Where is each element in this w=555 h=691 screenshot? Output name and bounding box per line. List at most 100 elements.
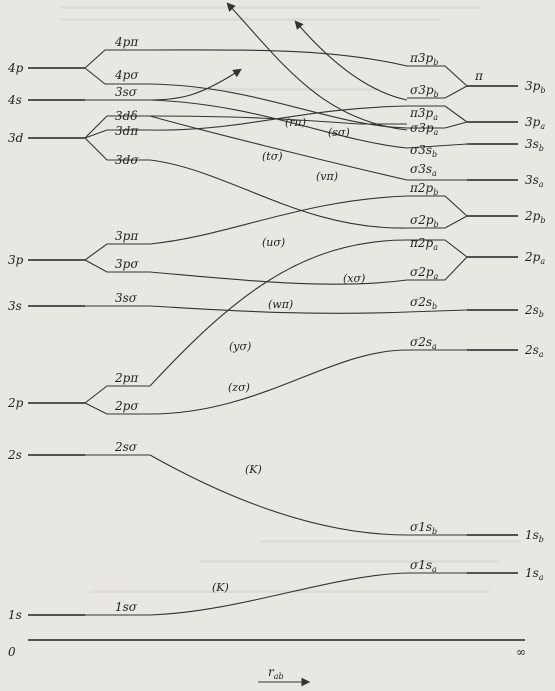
sa-label-1sa: 1sa <box>525 566 544 582</box>
curve-join-3pa-a <box>407 105 468 123</box>
orb-pi3pb: π3pb <box>409 51 438 67</box>
bleed-through-text <box>60 6 520 593</box>
crossing-annotations: (rπ) (sσ) (tσ) (vπ) (uσ) (xσ) (wπ) (yσ) … <box>212 116 365 594</box>
curve-4ppi <box>149 49 408 67</box>
curve-arrow-right <box>294 20 408 101</box>
curve-t <box>149 115 467 181</box>
ua-label-1s: 1s <box>8 608 22 622</box>
curve-3d-pi-stub <box>84 129 150 139</box>
orb-4psig: 4pσ <box>114 68 139 82</box>
sa-orbital-labels: π3pb σ3pb π3pa σ3pa σ3sb σ3sa π2pb σ2pb … <box>409 51 484 574</box>
orb-1ssig: 1sσ <box>115 600 138 614</box>
correlation-curves <box>84 2 468 616</box>
curve-join-2pb-a <box>407 195 468 217</box>
sa-label-2sa: 2sa <box>524 343 544 359</box>
ua-label-4p: 4p <box>7 61 24 75</box>
curve-3d-sigma-stub <box>84 137 150 161</box>
ua-orbital-labels: 4pπ 4pσ 3sσ 3dδ 3dπ 3dσ 3pπ 3pσ 3sσ 2pπ … <box>114 35 139 614</box>
orb-4ppi: 4pπ <box>114 35 139 49</box>
curve-2ppi <box>149 239 408 387</box>
curve-2psig <box>149 349 467 415</box>
curve-arrow-left <box>226 2 408 131</box>
sa-label-3sb: 3sb <box>525 137 544 153</box>
curve-join-2pa-a <box>407 239 468 258</box>
orb-3dpi: 3dπ <box>115 124 139 138</box>
sa-label-3pa: 3pa <box>525 115 545 131</box>
sa-label-1sb: 1sb <box>525 528 544 544</box>
curve-3ssig-top <box>85 68 242 101</box>
curve-3ppi-stub <box>84 243 150 261</box>
sa-label-2sb: 2sb <box>524 303 544 319</box>
sa-label-3sa: 3sa <box>525 173 544 189</box>
ann-ysig: (yσ) <box>229 340 251 353</box>
ua-level-labels: 4p 4s 3d 3p 3s 2p 2s 1s <box>7 61 24 622</box>
orb-pi2pa: π2pa <box>409 236 438 252</box>
orb-sig2pa: σ2pa <box>410 265 439 281</box>
orb-sig2sb: σ2sb <box>410 295 437 311</box>
ann-tsig: (tσ) <box>262 150 283 163</box>
curve-1ssig <box>85 572 467 616</box>
ann-zsig: (zσ) <box>228 381 250 394</box>
curve-join-2pa-b <box>407 256 468 281</box>
axis-label-zero: 0 <box>8 645 16 659</box>
ua-label-3d: 3d <box>8 131 24 145</box>
orb-sig3pa: σ3pa <box>410 121 439 137</box>
r-ab-label: rab <box>268 665 284 681</box>
orb-2ppi: 2pπ <box>114 371 139 385</box>
curve-join-3pb-a <box>407 65 468 87</box>
orb-sig3pb: σ3pb <box>410 83 439 99</box>
curve-4ppi-stub <box>84 49 150 69</box>
ann-K2: (K) <box>212 581 229 594</box>
ua-label-4s: 4s <box>7 93 22 107</box>
orb-sig1sb: σ1sb <box>410 520 437 536</box>
sa-label-2pb: 2pb <box>524 209 545 225</box>
orb-sig2pb: σ2pb <box>410 213 439 229</box>
curve-4psig-stub <box>84 67 150 85</box>
sa-label-2pa: 2pa <box>524 250 545 266</box>
ann-rpi: (rπ) <box>285 116 306 129</box>
orb-sig3sb: σ3sb <box>410 143 437 159</box>
curve-join-2pb-b <box>407 215 468 229</box>
curve-3d-delta-stub <box>84 115 150 139</box>
separated-atom-levels <box>467 85 518 574</box>
orb-pi-lone: π <box>474 69 484 83</box>
sa-label-3pb: 3pb <box>525 79 545 95</box>
orb-pi2pb: π2pb <box>409 181 438 197</box>
sa-level-labels: 3pb 3pa 3sb 3sa 2pb 2pa 2sb 2sa 1sb 1sa <box>524 79 545 582</box>
curve-join-3pa-b <box>407 121 468 129</box>
curve-join-3pb-b <box>407 85 468 99</box>
axis-label-infinity: ∞ <box>516 645 526 659</box>
curve-4s-to-3sb <box>149 99 468 149</box>
ann-vpi: (vπ) <box>316 170 338 183</box>
curve-3ssig <box>85 305 468 314</box>
orb-pi3pa: π3pa <box>409 106 438 122</box>
orb-3ddel: 3dδ <box>115 109 138 123</box>
orb-2ssig: 2sσ <box>114 440 138 454</box>
orb-3ppi: 3pπ <box>115 229 139 243</box>
orb-sig2sa: σ2sa <box>410 335 437 351</box>
ua-label-2s: 2s <box>7 448 22 462</box>
curve-4psig <box>149 83 408 129</box>
orb-3ssig: 3sσ <box>115 291 138 305</box>
orb-3ssig-top: 3sσ <box>115 85 138 99</box>
orb-sig3sa: σ3sa <box>410 162 437 178</box>
united-atom-levels <box>28 67 85 616</box>
orb-sig1sa: σ1sa <box>410 558 437 574</box>
ua-label-3p: 3p <box>8 253 24 267</box>
curve-3ppi <box>149 195 408 245</box>
curve-3dpi <box>149 105 408 131</box>
ann-usig: (uσ) <box>262 236 285 249</box>
curve-2ssig <box>85 454 467 536</box>
ann-xsig: (xσ) <box>343 272 365 285</box>
orb-2psig: 2pσ <box>114 399 139 413</box>
curve-3dsig <box>149 159 408 229</box>
orb-3psig: 3pσ <box>115 257 139 271</box>
ua-label-2p: 2p <box>7 396 24 410</box>
curve-3psig <box>149 271 408 285</box>
ann-K1: (K) <box>245 463 262 476</box>
ann-ssig: (sσ) <box>328 126 350 139</box>
orb-3dsig: 3dσ <box>115 153 139 167</box>
curve-2psig-stub <box>84 402 150 415</box>
curve-3psig-stub <box>84 259 150 273</box>
